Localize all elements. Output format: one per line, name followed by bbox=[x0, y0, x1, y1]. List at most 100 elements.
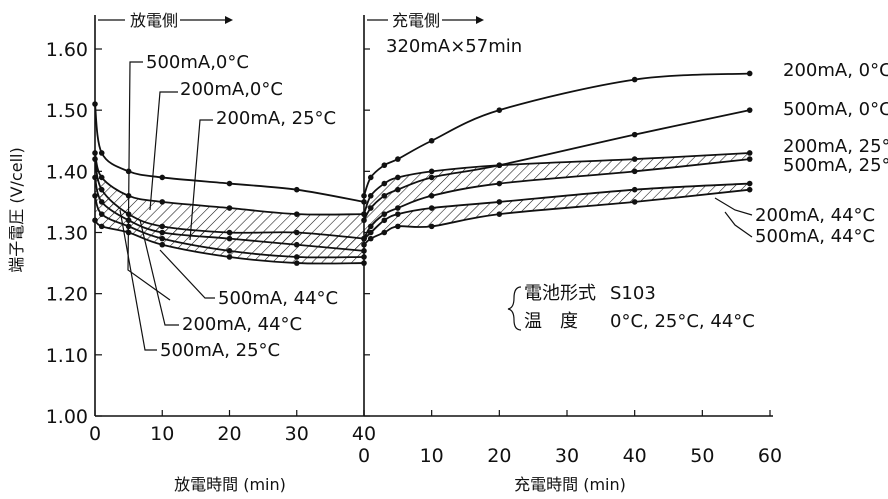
discharge-point-200ma-25-c bbox=[92, 156, 98, 162]
charge-point-200ma-44-c bbox=[361, 235, 367, 242]
charge-panel-header: 充電側 bbox=[392, 11, 440, 30]
y-tick-label: 1.20 bbox=[46, 284, 88, 306]
discharge-point-500ma-0-c bbox=[293, 186, 300, 193]
charge-point-500ma-44-c bbox=[381, 229, 388, 236]
discharge-series-label: 500mA,0°C bbox=[146, 52, 249, 73]
charge-point-500ma-25-c bbox=[631, 168, 638, 175]
discharge-point-500ma-44-c bbox=[98, 223, 105, 230]
discharge-point-200ma-25-c bbox=[226, 229, 233, 236]
discharge-point-200ma-44-c bbox=[226, 248, 233, 254]
y-tick-label: 1.40 bbox=[46, 161, 88, 183]
charge-series-label: 500mA, 0°C bbox=[783, 99, 888, 120]
charge-point-500ma-0-c bbox=[361, 217, 367, 224]
hatched-band-charge bbox=[364, 152, 750, 239]
charge-point-200ma-0-c bbox=[381, 162, 388, 169]
charge-point-200ma-25-c bbox=[381, 180, 388, 187]
charge-point-500ma-44-c bbox=[428, 223, 435, 230]
charge-point-500ma-44-c bbox=[361, 241, 367, 248]
discharge-series-label: 200mA, 44°C bbox=[182, 314, 302, 335]
discharge-point-500ma-0-c bbox=[226, 180, 233, 187]
charge-x-axis-title: 充電時間 (min) bbox=[514, 475, 626, 494]
discharge-x-tick-label: 40 bbox=[352, 423, 376, 445]
charge-x-tick-label-row2: 50 bbox=[690, 445, 714, 467]
charge-point-200ma-44-c bbox=[381, 217, 388, 224]
discharge-point-200ma-0-c bbox=[226, 205, 233, 211]
discharge-point-500ma-25-c bbox=[361, 248, 367, 254]
charge-point-500ma-0-c bbox=[381, 193, 388, 199]
charge-x-tick-label-row2: 40 bbox=[623, 445, 647, 467]
y-tick-label: 1.00 bbox=[46, 406, 88, 428]
discharge-point-500ma-25-c bbox=[293, 241, 300, 248]
discharge-point-200ma-44-c bbox=[361, 254, 367, 260]
charge-label-leader bbox=[714, 197, 753, 216]
charge-point-200ma-44-c bbox=[367, 229, 374, 236]
x-ticks: 0 10 20 30 400 10 20 30 40 50 60 bbox=[89, 410, 782, 467]
discharge-point-500ma-0-c bbox=[159, 174, 166, 181]
discharge-point-500ma-44-c bbox=[159, 241, 166, 248]
charge-point-200ma-25-c bbox=[361, 211, 367, 217]
discharge-label-leader bbox=[149, 91, 178, 211]
battery-type-key: 電池形式 bbox=[524, 283, 596, 304]
discharge-point-200ma-44-c bbox=[98, 211, 105, 217]
charge-condition-note: 320mA×57min bbox=[386, 36, 522, 57]
discharge-point-200ma-0-c bbox=[293, 211, 300, 217]
charge-x-tick-label-zero: 0 bbox=[358, 445, 370, 467]
charge-point-200ma-44-c bbox=[746, 180, 753, 187]
discharge-panel-header: 放電側 bbox=[130, 11, 178, 30]
charge-series-label: 500mA, 25°C bbox=[783, 155, 888, 176]
charge-point-500ma-44-c bbox=[631, 199, 638, 205]
discharge-series-label: 500mA, 44°C bbox=[218, 288, 338, 309]
discharge-point-200ma-0-c bbox=[92, 150, 98, 156]
y-ticks: 1.00 1.10 1.20 1.30 1.40 1.50 1.60 bbox=[46, 39, 370, 428]
discharge-series-label: 500mA, 25°C bbox=[160, 340, 280, 361]
charge-series-label: 200mA, 25°C bbox=[783, 136, 888, 157]
charge-point-500ma-44-c bbox=[746, 186, 753, 193]
charge-point-200ma-44-c bbox=[428, 205, 435, 211]
charge-x-tick-label-row2: 30 bbox=[555, 445, 579, 467]
charge-point-500ma-44-c bbox=[395, 223, 401, 230]
discharge-point-200ma-0-c bbox=[98, 174, 105, 181]
discharge-x-tick-label: 0 bbox=[89, 423, 101, 445]
charge-point-500ma-0-c bbox=[367, 205, 374, 211]
discharge-point-200ma-44-c bbox=[92, 193, 98, 199]
y-tick-label: 1.30 bbox=[46, 223, 88, 245]
charge-point-500ma-25-c bbox=[395, 205, 401, 211]
charge-series-label: 200mA, 0°C bbox=[783, 60, 888, 81]
discharge-point-500ma-25-c bbox=[92, 174, 98, 181]
charge-point-200ma-44-c bbox=[395, 211, 401, 217]
charge-point-500ma-25-c bbox=[428, 193, 435, 199]
charge-point-200ma-44-c bbox=[496, 199, 503, 205]
charge-series-label: 200mA, 44°C bbox=[755, 205, 875, 226]
discharge-point-200ma-44-c bbox=[159, 235, 166, 242]
discharge-x-axis-title: 放電時間 (min) bbox=[174, 475, 286, 494]
charge-x-tick-label-row2: 10 bbox=[420, 445, 444, 467]
discharge-point-500ma-44-c bbox=[293, 260, 300, 266]
charge-point-500ma-0-c bbox=[746, 107, 753, 113]
charge-point-500ma-0-c bbox=[428, 174, 435, 181]
charge-point-200ma-44-c bbox=[631, 186, 638, 193]
charge-point-200ma-25-c bbox=[367, 193, 374, 199]
charge-point-500ma-0-c bbox=[631, 131, 638, 138]
charge-point-200ma-0-c bbox=[367, 174, 374, 181]
discharge-point-500ma-25-c bbox=[159, 229, 166, 236]
discharge-point-500ma-0-c bbox=[92, 101, 98, 107]
charge-point-200ma-0-c bbox=[395, 156, 401, 162]
y-tick-label: 1.10 bbox=[46, 345, 88, 367]
discharge-point-500ma-44-c bbox=[361, 260, 367, 266]
charge-point-500ma-44-c bbox=[496, 211, 503, 217]
temperature-key: 温 度 bbox=[524, 311, 578, 332]
discharge-point-200ma-44-c bbox=[293, 254, 300, 260]
charge-point-200ma-25-c bbox=[395, 174, 401, 181]
charge-point-200ma-25-c bbox=[746, 150, 753, 156]
discharge-point-200ma-25-c bbox=[98, 186, 105, 193]
charge-point-200ma-0-c bbox=[496, 107, 503, 113]
discharge-label-leader bbox=[159, 249, 215, 299]
charge-point-500ma-25-c bbox=[746, 156, 753, 162]
discharge-point-200ma-0-c bbox=[159, 199, 166, 205]
charge-point-200ma-25-c bbox=[496, 162, 503, 169]
discharge-point-500ma-44-c bbox=[92, 217, 98, 224]
charge-x-tick-label-row2: 20 bbox=[487, 445, 511, 467]
battery-type-value: S103 bbox=[610, 283, 656, 304]
y-tick-label: 1.60 bbox=[46, 39, 88, 61]
